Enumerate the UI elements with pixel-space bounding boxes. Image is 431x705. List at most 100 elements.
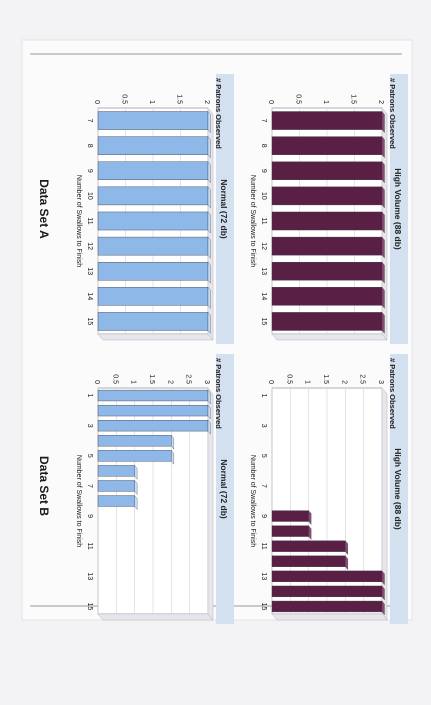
bar-a_normal-8: [97, 136, 209, 155]
x-tick-label: 14: [260, 292, 267, 300]
bar-top-b_normal-3: [207, 419, 211, 435]
bar-top-a_normal-12: [207, 236, 211, 259]
bar-top-a_normal-14: [207, 286, 211, 309]
bar-a_normal-11: [97, 211, 209, 231]
x-tick-label: 12: [86, 242, 93, 250]
bar-top-b_normal-1: [207, 389, 211, 405]
y-tick-label: 1.5: [350, 94, 357, 104]
bar-a_normal-15: [97, 312, 209, 331]
x-tick-label: 11: [260, 543, 267, 550]
y-tick-label: 0: [267, 380, 274, 384]
chart-title: High Volume (88 db): [393, 448, 403, 530]
bar-a_high-15: [271, 312, 383, 331]
x-tick-label: 3: [86, 424, 93, 428]
bar-top-b_high-12: [345, 555, 348, 571]
bar-top-a_normal-9: [207, 161, 211, 184]
y-axis-label: # Patrons Observed: [388, 78, 397, 149]
x-tick-label: 11: [86, 543, 93, 550]
bar-b_high-13: [271, 570, 383, 582]
chart-title: High Volume (88 db): [393, 168, 403, 250]
bar-a_normal-12: [97, 236, 209, 256]
y-tick-label: 0.5: [111, 374, 118, 384]
bar-top-b_normal-6: [134, 465, 138, 480]
x-tick-label: 5: [260, 454, 267, 458]
bar-top-b_high-15: [381, 600, 385, 616]
chart-title-bar: [390, 354, 408, 624]
x-tick-label: 12: [260, 242, 267, 250]
x-tick-label: 9: [260, 169, 267, 173]
x-tick-label: 15: [86, 318, 93, 326]
x-tick-label: 5: [86, 454, 93, 458]
bar-top-a_high-9: [381, 161, 385, 184]
x-tick-label: 10: [260, 192, 267, 200]
plot-wall-side: [97, 613, 214, 621]
x-tick-label: 9: [86, 514, 93, 518]
chart-title-bar: [390, 74, 408, 344]
bar-a_normal-13: [97, 261, 209, 281]
bar-b_normal-8: [97, 495, 135, 507]
x-tick-label: 3: [260, 424, 267, 428]
data-set-b-label: Data Set B: [37, 456, 51, 516]
x-tick-label: 15: [86, 603, 93, 611]
x-tick-label: 8: [86, 144, 93, 148]
x-tick-label: 15: [260, 318, 267, 326]
y-tick-label: 2: [340, 380, 347, 384]
bar-top-b_normal-2: [207, 404, 211, 420]
chart-title: Normal (72 db): [219, 179, 229, 239]
y-axis-label: # Patrons Observed: [388, 358, 397, 429]
y-tick-label: 3: [377, 380, 384, 384]
bar-a_high-11: [271, 211, 383, 231]
y-tick-label: 0: [267, 100, 274, 104]
x-tick-label: 13: [86, 267, 93, 275]
bar-top-a_normal-8: [207, 136, 211, 159]
bar-a_normal-7: [97, 111, 209, 130]
bar-a_high-7: [271, 111, 383, 130]
y-tick-label: 2: [203, 100, 210, 104]
bar-a_normal-9: [97, 161, 209, 181]
y-tick-label: 3: [203, 380, 210, 384]
bar-a_normal-10: [97, 186, 209, 206]
bar-top-a_high-10: [381, 186, 385, 209]
chart-a_high: High Volume (88 db) 0 0.5 1 1.5 2 7 8 9 10 11 12 13 1…: [249, 74, 408, 344]
chart-b_normal: Normal (72 db)0 0.5 1 1.5 2 2.5 313579111315Nu…: [75, 354, 234, 624]
bar-b_high-11: [271, 540, 346, 552]
chart-title-bar: [216, 354, 234, 624]
x-tick-label: 7: [86, 119, 93, 123]
y-tick-label: 1: [322, 100, 329, 104]
bar-b_normal-3: [97, 420, 209, 432]
y-tick-label: 1.5: [148, 374, 155, 384]
plot-wall-top: [381, 387, 388, 621]
bar-b_normal-4: [97, 435, 172, 447]
rotated-content: High Volume (88 db)0 0.5 1 1.5 2789101112131…: [37, 74, 408, 624]
y-tick-label: 2: [377, 100, 384, 104]
bar-top-b_high-9: [308, 510, 312, 525]
y-tick-label: 1: [148, 100, 155, 104]
x-axis-label: Number of Swallows to Finish: [249, 175, 256, 267]
charts-layer: High Volume (88 db)0 0.5 1 1.5 2789101112131…: [75, 74, 408, 624]
x-tick-label: 8: [260, 144, 267, 148]
bar-top-a_high-15: [381, 311, 385, 334]
bar-top-b_high-14: [381, 585, 385, 601]
chart-title-bar: [216, 74, 234, 344]
x-axis-label: Number of Swallows to Finish: [75, 175, 82, 267]
plot-wall-side: [97, 333, 214, 341]
y-tick-label: 0.5: [285, 374, 292, 384]
y-axis-label: # Patrons Observed: [214, 78, 223, 149]
bar-top-a_normal-11: [207, 211, 211, 234]
bar-b_high-9: [271, 510, 309, 522]
bar-a_high-14: [271, 287, 383, 306]
bar-top-b_high-13: [381, 570, 385, 586]
x-tick-label: 9: [260, 514, 267, 518]
bar-top-a_normal-13: [207, 261, 211, 284]
y-tick-label: 0: [93, 380, 100, 384]
bar-a_high-13: [271, 261, 383, 281]
bar-b_normal-5: [97, 450, 172, 462]
bar-b_high-14: [271, 585, 383, 598]
bar-top-a_normal-10: [207, 186, 211, 209]
bar-top-a_normal-7: [207, 111, 211, 134]
chart-title: Normal (72 db): [219, 459, 229, 519]
bar-b_high-10: [271, 525, 309, 537]
data-set-a-label: Data Set A: [37, 179, 51, 239]
bar-top-a_high-14: [381, 286, 385, 309]
bar-a_high-8: [271, 136, 383, 155]
